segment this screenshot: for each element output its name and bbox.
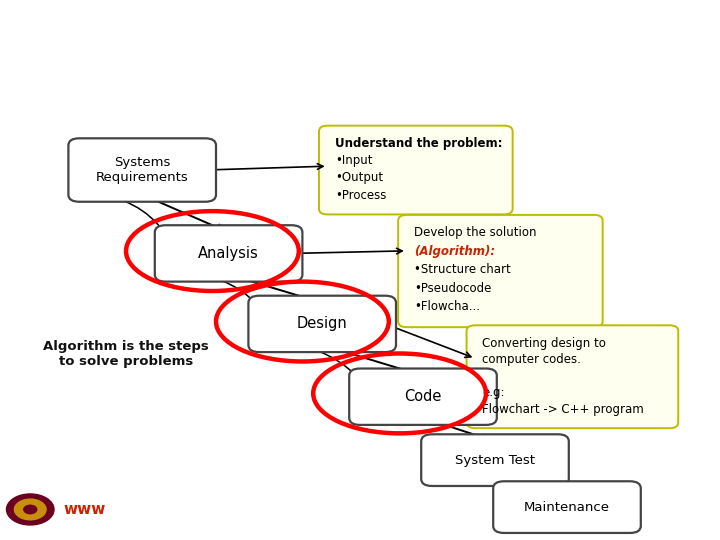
FancyBboxPatch shape xyxy=(155,225,302,282)
Text: (Algorithm):: (Algorithm): xyxy=(414,245,495,258)
Text: •Structure chart: •Structure chart xyxy=(414,263,510,276)
Text: •Input: •Input xyxy=(335,154,372,167)
Text: Software Development Life Cycle & Algorithm: Software Development Life Cycle & Algori… xyxy=(11,23,720,50)
FancyBboxPatch shape xyxy=(68,138,216,202)
Text: •Pseudocode: •Pseudocode xyxy=(414,282,491,295)
Text: Develop the solution: Develop the solution xyxy=(414,226,536,239)
Text: Maintenance: Maintenance xyxy=(524,501,610,514)
Text: computer codes.: computer codes. xyxy=(482,353,581,366)
Text: Code: Code xyxy=(405,389,441,404)
Text: Analysis: Analysis xyxy=(198,246,259,261)
Text: •Process: •Process xyxy=(335,188,386,202)
FancyBboxPatch shape xyxy=(319,126,513,214)
Text: www: www xyxy=(63,502,106,517)
Circle shape xyxy=(14,499,46,520)
Circle shape xyxy=(24,505,37,514)
Text: •Flowcha...: •Flowcha... xyxy=(414,300,480,313)
Text: Converting design to: Converting design to xyxy=(482,336,606,349)
Text: Systems
Requirements: Systems Requirements xyxy=(96,156,189,184)
Text: Design: Design xyxy=(297,316,348,332)
Circle shape xyxy=(6,494,54,525)
FancyBboxPatch shape xyxy=(421,434,569,486)
Text: •Output: •Output xyxy=(335,171,383,185)
FancyBboxPatch shape xyxy=(248,296,396,352)
FancyBboxPatch shape xyxy=(398,215,603,327)
Text: System Test: System Test xyxy=(455,454,535,467)
Text: Algorithm is the steps
to solve problems: Algorithm is the steps to solve problems xyxy=(43,340,209,368)
Text: Flowchart -> C++ program: Flowchart -> C++ program xyxy=(482,403,644,416)
FancyBboxPatch shape xyxy=(467,325,678,428)
Text: e.g:: e.g: xyxy=(482,387,505,400)
Text: Understand the problem:: Understand the problem: xyxy=(335,137,503,150)
FancyBboxPatch shape xyxy=(349,368,497,425)
FancyBboxPatch shape xyxy=(493,481,641,533)
